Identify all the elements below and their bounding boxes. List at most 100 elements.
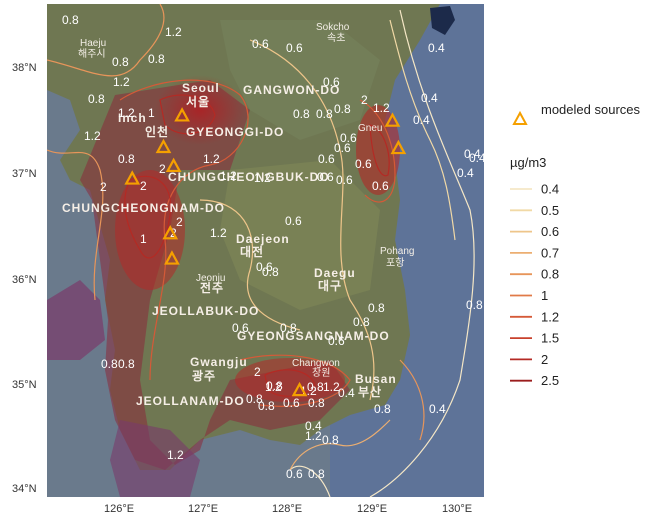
place-incheon-kr: 인천 bbox=[145, 124, 169, 139]
region-chungbuk: CHUNGCHEONGBUK-DO bbox=[168, 170, 330, 184]
hotspot-gwangyang bbox=[235, 358, 345, 402]
contour-label: 1.2 bbox=[84, 129, 101, 143]
contour-label: 0.6 bbox=[328, 334, 345, 348]
contour-label: 2 bbox=[176, 215, 183, 229]
contour-label: 0.4 bbox=[421, 91, 438, 105]
contour-label: 0.8 bbox=[258, 399, 275, 413]
source-marker bbox=[162, 224, 179, 240]
lat-tick-37: 37°N bbox=[12, 168, 37, 180]
contour-label: 0.4 bbox=[429, 402, 446, 416]
contour-label: 0.6 bbox=[336, 173, 353, 187]
contour-label: 0.8 bbox=[62, 13, 79, 27]
place-labels: Sokcho 속초 Haeju 해주시 Seoul 서울 Inch 인천 GAN… bbox=[62, 22, 414, 408]
contour-2 bbox=[159, 94, 216, 135]
contour-labels: 0.80.41.20.80.81.20.80.6 0.60.60.40.40.41… bbox=[62, 13, 484, 481]
place-daejeon: Daejeon bbox=[236, 232, 290, 246]
legend-level-label: 0.4 bbox=[541, 182, 559, 197]
contour-label: 1 bbox=[140, 232, 147, 246]
contour-label: 0.6 bbox=[232, 321, 249, 335]
contour-label: 1.2 bbox=[323, 380, 340, 394]
source-marker bbox=[164, 250, 180, 265]
legend-level-label: 1.2 bbox=[541, 309, 559, 324]
region-jeonnam: JEOLLANAM-DO bbox=[136, 394, 245, 408]
place-changwon-kr: 창원 bbox=[312, 367, 330, 379]
contour-06 bbox=[249, 39, 375, 401]
contour-label: 2 bbox=[254, 365, 261, 379]
contour-label: 0.6 bbox=[340, 131, 357, 145]
contour-label: 0.4 bbox=[464, 147, 481, 161]
contour-label: 1.2 bbox=[373, 101, 390, 115]
contour-lines bbox=[47, 4, 475, 497]
contour-label: 0.8 bbox=[316, 107, 333, 121]
contour-label: 0.4 bbox=[413, 113, 430, 127]
lat-tick-38: 38°N bbox=[12, 62, 37, 74]
place-pohang: Pohang bbox=[380, 246, 414, 257]
contour-label: 1.2 bbox=[165, 25, 182, 39]
map-panel: Sokcho 속초 Haeju 해주시 Seoul 서울 Inch 인천 GAN… bbox=[47, 4, 484, 497]
x-axis: 126°E 127°E 128°E 129°E 130°E bbox=[104, 503, 472, 515]
region-gyeongnam: GYEONGSANGNAM-DO bbox=[237, 329, 390, 343]
contour-08c bbox=[399, 359, 425, 441]
contour-label: 0.8 bbox=[368, 301, 385, 315]
contour-06b bbox=[199, 199, 301, 331]
contour-label: 0.8 bbox=[307, 380, 324, 394]
contour-label: 2 bbox=[140, 179, 147, 193]
place-daejeon-kr: 대전 bbox=[240, 244, 264, 259]
contour-label: 2 bbox=[100, 180, 107, 194]
place-daegu: Daegu bbox=[314, 266, 356, 280]
place-haeju: Haeju bbox=[80, 38, 106, 49]
contour-label: 1.2 bbox=[220, 169, 237, 183]
contour-label: 0.6 bbox=[334, 141, 351, 155]
contour-label: 0.8 bbox=[466, 298, 483, 312]
region-jeonbuk: JEOLLABUK-DO bbox=[152, 304, 259, 318]
region-chungnam: CHUNGCHEONGNAM-DO bbox=[62, 201, 225, 215]
source-marker bbox=[390, 139, 407, 155]
source-marker bbox=[174, 107, 190, 122]
contour-07 bbox=[289, 419, 391, 471]
contour-label: 2 bbox=[361, 93, 368, 107]
legend-level-label: 1.5 bbox=[541, 331, 559, 346]
contour-2c bbox=[264, 369, 316, 397]
place-daegu-kr: 대구 bbox=[318, 279, 342, 293]
y-axis: 34°N 35°N 36°N 37°N 38°N bbox=[12, 62, 37, 495]
legend-level-label: 0.7 bbox=[541, 245, 559, 260]
contour-label: 1 bbox=[148, 106, 155, 120]
contour-12 bbox=[119, 79, 249, 381]
legend-levels: 0.4 0.5 0.6 0.7 0.8 1 1.2 1.5 2 2.5 bbox=[510, 182, 559, 388]
contour-04b bbox=[289, 465, 331, 497]
place-gwangju-kr: 광주 bbox=[192, 368, 216, 383]
contour-label: 0.8 bbox=[148, 52, 165, 66]
legend-source-label: modeled sources bbox=[541, 102, 640, 117]
place-changwon: Changwon bbox=[292, 358, 340, 369]
purple-sea-south bbox=[110, 420, 200, 497]
contour-08 bbox=[47, 4, 165, 77]
contour-12b bbox=[239, 354, 351, 407]
modeled-sources bbox=[124, 107, 407, 397]
place-seoul-kr: 서울 bbox=[186, 94, 210, 109]
contour-label: 1.2 bbox=[305, 429, 322, 443]
place-jeonju: Jeonju bbox=[196, 273, 225, 284]
contour-label: 0.4 bbox=[338, 386, 355, 400]
contour-label: 0.8 bbox=[308, 467, 325, 481]
contour-08b bbox=[47, 149, 104, 301]
contour-05 bbox=[389, 19, 456, 241]
contour-label: 1.2 bbox=[203, 152, 220, 166]
contour-label: 0.8 bbox=[101, 357, 118, 371]
lon-tick-126: 126°E bbox=[104, 503, 134, 515]
lat-tick-35: 35°N bbox=[12, 379, 37, 391]
contour-label: 0.6 bbox=[256, 260, 273, 274]
legend-level-label: 0.6 bbox=[541, 224, 559, 239]
place-seoul: Seoul bbox=[182, 81, 220, 95]
lat-tick-36: 36°N bbox=[12, 274, 37, 286]
contour-label: 0.8 bbox=[266, 379, 283, 393]
contour-label: 0.6 bbox=[318, 152, 335, 166]
hotspot-seoul bbox=[155, 75, 245, 145]
contour-label: 0.4 bbox=[457, 166, 474, 180]
contour-04 bbox=[369, 9, 475, 497]
source-marker bbox=[291, 381, 308, 397]
contour-label: 0.8 bbox=[112, 55, 129, 69]
contour-label: 0.8 bbox=[246, 392, 263, 406]
contour-label: 0.8 bbox=[308, 396, 325, 410]
place-pohang-kr: 포항 bbox=[386, 257, 404, 269]
contour-label: 1.2 bbox=[167, 448, 184, 462]
